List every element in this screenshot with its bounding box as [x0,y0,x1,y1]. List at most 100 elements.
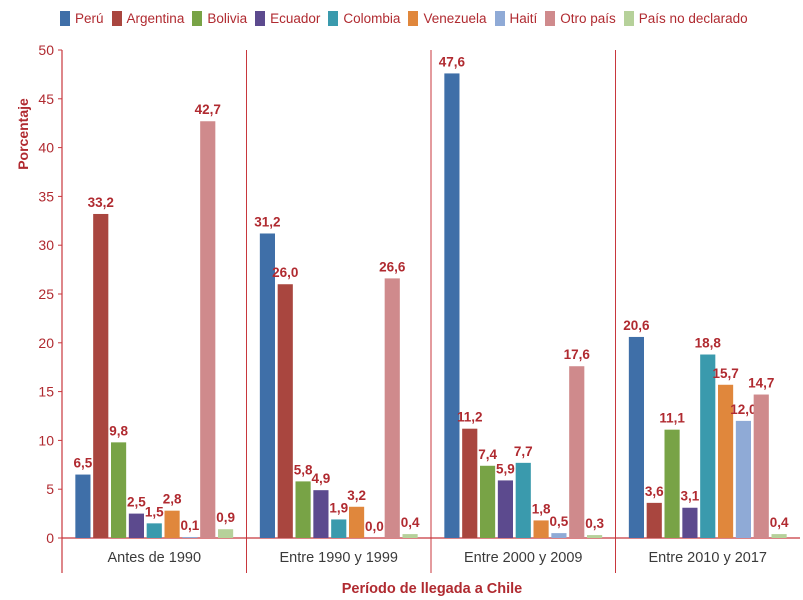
legend-label: Ecuador [270,11,321,26]
y-tick-label: 30 [38,237,54,253]
data-label: 0,4 [401,515,420,530]
data-label: 11,1 [659,411,685,426]
bar [402,534,418,538]
legend-swatch [328,11,339,26]
legend-swatch [60,11,70,26]
bar [349,506,365,538]
y-tick-label: 15 [38,384,54,400]
legend-label: Perú [75,11,104,26]
y-tick-label: 25 [38,286,54,302]
y-tick-label: 50 [38,42,54,58]
bar [480,465,496,538]
bar [200,121,216,539]
data-label: 18,8 [695,336,722,351]
bar [75,474,91,538]
legend-item: Haití [494,11,537,26]
bar [497,480,513,538]
y-tick-label: 40 [38,140,54,156]
data-label: 26,0 [272,265,298,280]
data-label: 20,6 [623,318,650,333]
data-label: 15,7 [712,366,738,381]
data-label: 12,0 [730,402,756,417]
data-label: 9,8 [109,423,128,438]
bar [444,73,460,538]
y-tick-label: 10 [38,432,54,448]
y-tick-label: 20 [38,335,54,351]
bar [771,534,787,538]
bar [735,420,751,538]
bar [331,519,347,538]
bar [128,513,144,538]
data-label: 17,6 [564,347,591,362]
data-label: 3,2 [347,488,366,503]
data-label: 2,5 [127,495,146,510]
bar [718,384,734,538]
data-label: 33,2 [88,195,114,210]
legend-swatch [545,11,556,26]
data-label: 0,3 [585,516,604,531]
legend-label: País no declarado [638,11,748,26]
legend-item: Venezuela [408,11,487,26]
bar [569,366,585,538]
category-label: Entre 2000 y 2009 [464,550,583,566]
data-label: 5,9 [496,461,515,476]
data-label: 1,9 [329,500,348,515]
data-label: 42,7 [195,102,221,117]
bar [259,233,275,538]
y-tick-label: 35 [38,188,54,204]
legend-swatch [111,11,122,26]
data-label: 11,2 [457,410,483,425]
bar [93,213,109,538]
bar [313,490,329,538]
data-label: 1,5 [145,504,164,519]
legend-swatch [408,11,419,26]
bar [682,507,698,538]
bar [277,284,293,538]
bar [533,520,549,538]
data-label: 0,9 [216,510,235,525]
legend-label: Bolivia [207,11,248,26]
legend-label: Colombia [343,11,401,26]
bar [753,394,769,538]
legend-swatch [494,11,505,26]
data-label: 7,4 [478,447,497,462]
category-label: Antes de 1990 [107,550,201,566]
data-label: 47,6 [439,54,466,69]
data-label: 3,1 [681,489,700,504]
bar [384,278,400,538]
data-label: 2,8 [163,492,182,507]
legend-swatch [623,11,634,26]
bar [664,429,680,538]
legend-item: Perú [60,11,104,26]
data-label: 0,4 [770,515,789,530]
bar [515,462,531,538]
data-label: 14,7 [748,376,774,391]
legend-swatch [255,11,266,26]
category-label: Entre 1990 y 1999 [279,550,398,566]
data-label: 4,9 [312,471,331,486]
bar [700,354,716,538]
bar [295,481,311,538]
legend-item: Bolivia [192,11,247,26]
bar [164,510,180,538]
x-axis-title: Período de llegada a Chile [342,581,523,597]
bar [146,523,162,538]
bar [551,533,567,538]
legend-label: Argentina [126,11,185,26]
legend-item: País no declarado [623,11,748,26]
legend-label: Venezuela [423,11,487,26]
legend-item: Otro país [545,11,616,26]
legend-swatch [192,11,203,26]
legend-item: Argentina [111,11,185,26]
y-tick-label: 5 [46,481,54,497]
legend-item: Colombia [328,11,400,26]
data-label: 6,5 [74,456,93,471]
legend-label: Otro país [560,11,616,26]
bar [218,529,234,538]
bar [646,502,662,538]
data-label: 31,2 [254,214,280,229]
bar [462,428,478,538]
category-label: Entre 2010 y 2017 [648,550,767,566]
data-label: 3,6 [645,484,664,499]
